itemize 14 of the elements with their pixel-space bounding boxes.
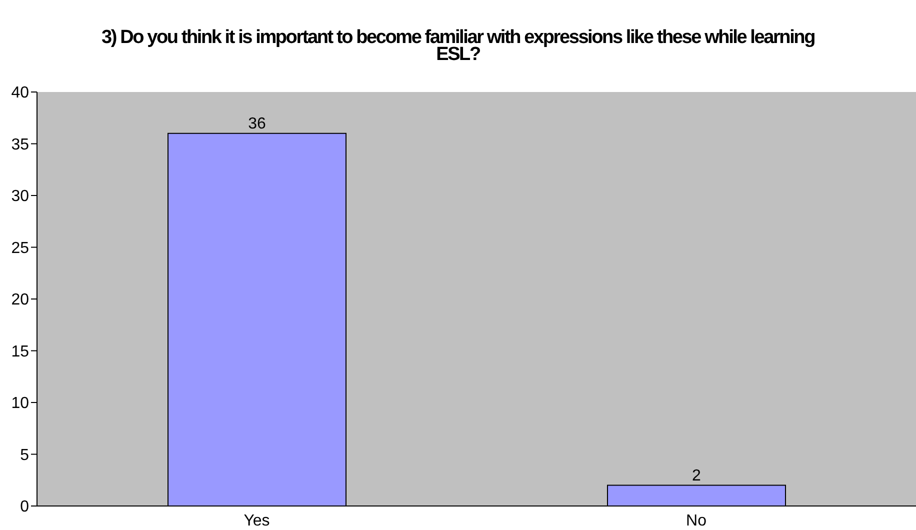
- y-tick-label: 20: [11, 292, 30, 309]
- y-tick-label: 10: [11, 395, 30, 412]
- y-tick-label: 40: [11, 84, 30, 102]
- y-tick-label: 30: [11, 188, 30, 206]
- data-label: 2: [692, 467, 702, 484]
- y-tick-label: 15: [11, 343, 30, 360]
- y-tick-label: 5: [20, 446, 30, 464]
- x-tick-label: Yes: [244, 512, 270, 530]
- y-tick-label: 35: [11, 136, 30, 154]
- data-label: 36: [248, 115, 266, 132]
- y-tick-label: 25: [11, 240, 30, 257]
- x-tick-label: No: [686, 512, 707, 530]
- y-tick-label: 0: [20, 498, 30, 516]
- chart-title: 3) Do you think it is important to become familiar with expressions like these while learning ESL?: [100, 27, 816, 65]
